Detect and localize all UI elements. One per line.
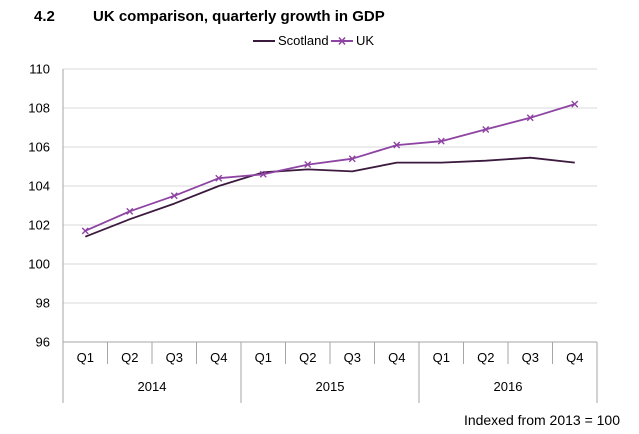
y-tick-label: 108	[28, 101, 50, 116]
data-point-uk	[571, 100, 579, 108]
data-point-uk	[526, 114, 534, 122]
series-line-scotland	[84, 156, 575, 238]
y-tick-label: 96	[36, 335, 50, 350]
x-tick-label: Q2	[299, 350, 316, 365]
y-tick-label: 110	[29, 62, 50, 77]
y-tick-label: 106	[28, 140, 50, 155]
data-point-uk	[81, 227, 89, 235]
data-point-uk	[215, 174, 223, 182]
y-tick-label: 100	[28, 257, 50, 272]
x-year-label: 2015	[316, 379, 345, 394]
data-point-uk	[437, 137, 445, 145]
x-year-label: 2014	[138, 379, 167, 394]
footnote: Indexed from 2013 = 100	[463, 412, 620, 428]
data-point-uk	[393, 141, 401, 149]
data-point-uk	[304, 161, 312, 169]
data-point-uk	[348, 155, 356, 163]
x-tick-label: Q4	[388, 350, 405, 365]
y-tick-label: 102	[28, 218, 50, 233]
legend-line-icon-scotland	[253, 39, 275, 42]
legend-item-scotland: Scotland	[253, 33, 329, 48]
x-tick-label: Q1	[77, 350, 94, 365]
legend-label-scotland: Scotland	[278, 33, 329, 48]
data-point-uk	[170, 192, 178, 200]
y-tick-label: 98	[36, 296, 50, 311]
data-point-uk	[126, 207, 134, 215]
figure-number: 4.2	[34, 8, 55, 25]
y-tick-label: 104	[28, 179, 50, 194]
x-tick-label: Q2	[121, 350, 138, 365]
x-tick-label: Q4	[210, 350, 227, 365]
x-year-label: 2016	[494, 379, 523, 394]
legend-line-x-icon-uk	[331, 36, 353, 45]
chart-title: UK comparison, quarterly growth in GDP	[93, 8, 385, 25]
data-point-uk	[482, 125, 490, 133]
x-tick-label: Q1	[433, 350, 450, 365]
x-tick-label: Q3	[522, 350, 539, 365]
legend-item-uk: UK	[331, 33, 374, 48]
x-tick-label: Q3	[344, 350, 361, 365]
x-tick-label: Q2	[477, 350, 494, 365]
legend-label-uk: UK	[356, 33, 375, 48]
x-tick-label: Q4	[566, 350, 583, 365]
data-point-uk	[259, 170, 267, 178]
x-tick-label: Q3	[166, 350, 183, 365]
x-tick-label: Q1	[255, 350, 272, 365]
legend: Scotland UK	[0, 33, 639, 53]
series-line-uk	[84, 103, 576, 232]
